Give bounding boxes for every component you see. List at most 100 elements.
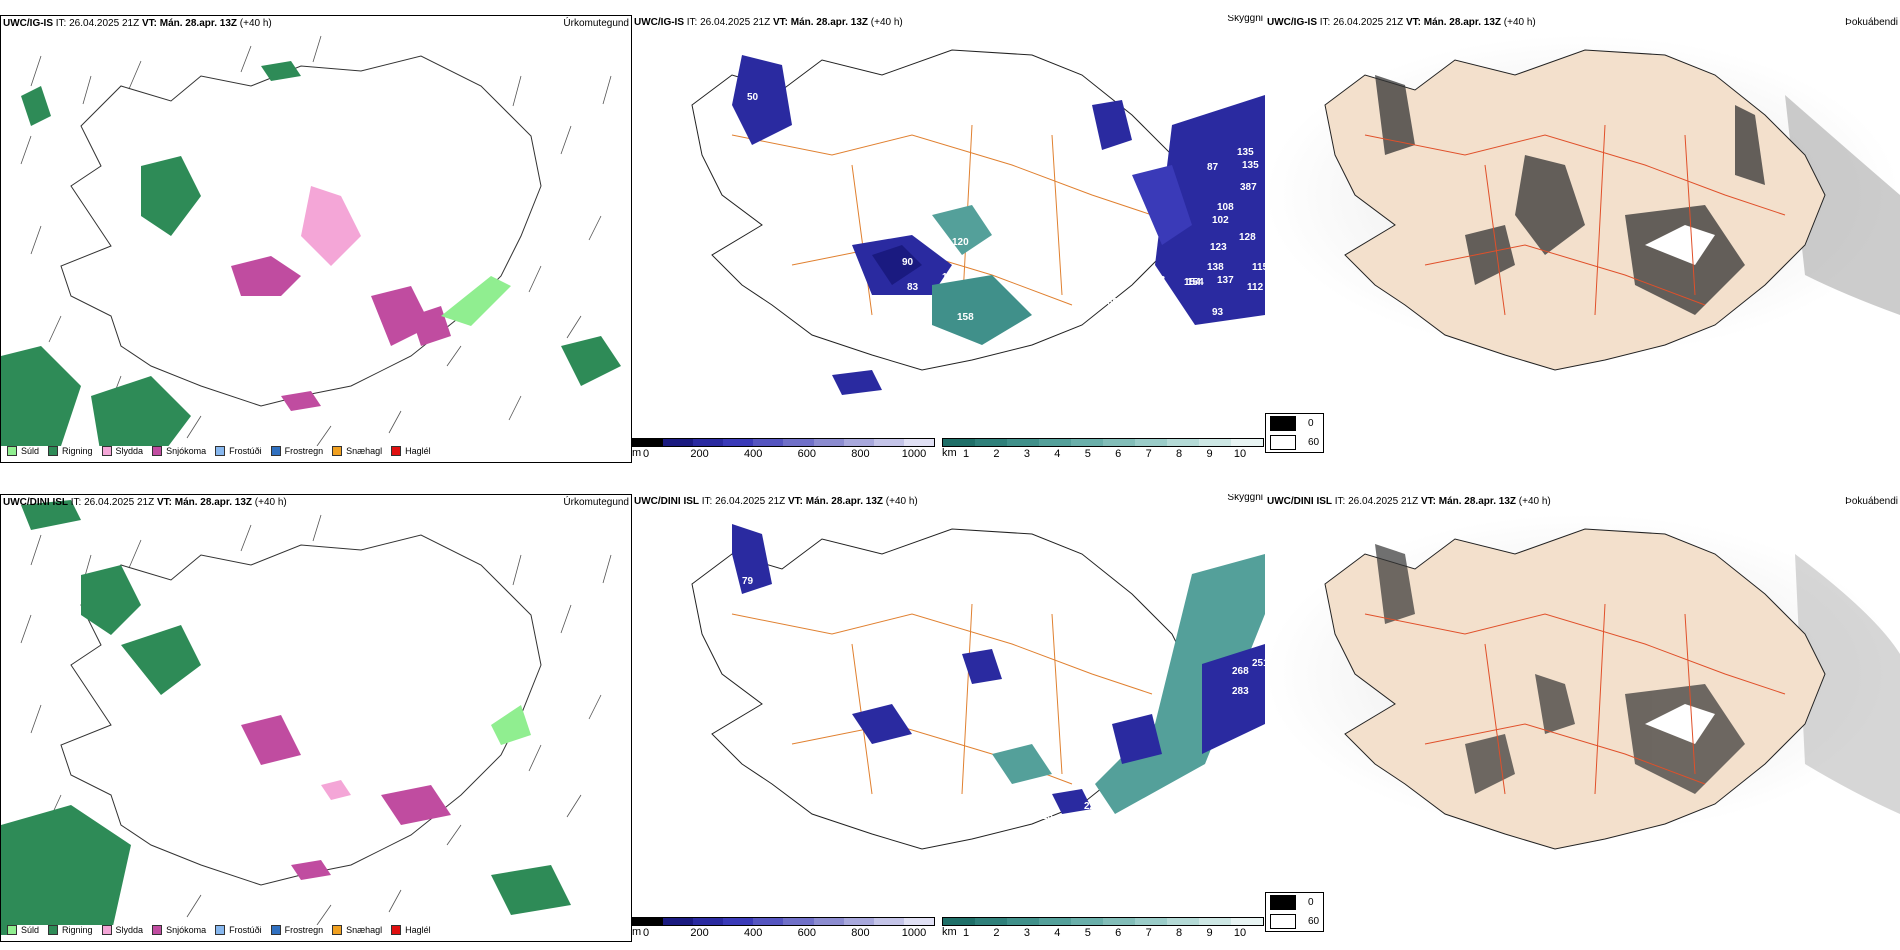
legend-swatch — [48, 925, 59, 935]
colorbar-tick-label: 6 — [1115, 448, 1122, 460]
model-name: UWC/DINI ISL — [1267, 496, 1332, 507]
cloud-base-label: 50 — [747, 92, 759, 103]
colorbar-tick-label: 400 — [744, 448, 763, 460]
colorbar-tick-label: 7 — [1145, 927, 1152, 939]
cloud-base-label: 83 — [907, 282, 919, 293]
it-label: IT: — [1319, 17, 1331, 28]
legend-label: Súld — [21, 446, 40, 456]
legend-swatch — [270, 446, 281, 456]
cloud-base-label: 66 — [1142, 289, 1154, 300]
colorbar-step — [843, 918, 874, 925]
colorbar-ticks: 1 2 3 4 5 6 7 8 9 10 — [942, 926, 1264, 940]
colorbar-step — [1167, 439, 1199, 446]
panel-title: Skyggni — [1227, 494, 1263, 503]
precip-legend: Súld Rigning Slydda Snjókoma Frostúði Fr… — [7, 925, 431, 935]
colorbar-tick-label: 1 — [962, 448, 970, 460]
legend-item: Snjókoma — [152, 925, 206, 935]
colorbar-ticks: 1 2 3 4 5 6 7 8 9 10 — [942, 447, 1264, 461]
legend-item: Frostúði — [215, 925, 262, 935]
colorbar-step — [633, 918, 664, 925]
cloud-base-label: 77 — [945, 896, 957, 907]
legend-item: Frostúði — [215, 446, 262, 456]
colorbar-step — [633, 439, 664, 446]
fog-legend-item: 60 — [1266, 912, 1323, 931]
roads — [1364, 124, 1786, 316]
cloud-base-label: 144 — [977, 701, 994, 712]
colorbar-step — [943, 439, 975, 446]
cloud-base-label: 154 — [1187, 277, 1204, 288]
cloud-base-label: 48 — [1154, 275, 1166, 286]
cloud-base-label: 283 — [1232, 686, 1249, 697]
panel-header: UWC/IG-IS IT: 26.04.2025 21Z VT: Mán. 28… — [3, 18, 272, 29]
legend-item: Slydda — [101, 925, 143, 935]
colorbar-tick-label: 7 — [1145, 448, 1152, 460]
cloud-base-label: 123 — [1210, 242, 1227, 253]
colorbar-step — [1103, 439, 1135, 446]
colorbar-unit: m — [632, 447, 642, 459]
cloud-base-label: 22 — [1084, 801, 1096, 812]
colorbar-tick-label: 2 — [993, 927, 1000, 939]
precip-map-top — [1, 35, 621, 456]
cloud-base-label: 18 — [900, 786, 912, 797]
colorbar-tick-label: 2 — [993, 448, 1000, 460]
cloud-panel-bottom: 77 79 144 82 86 96 18 49 23 22 101 99 166 238 395 285 26… — [632, 494, 1265, 914]
model-name: UWC/DINI ISL — [3, 497, 68, 508]
colorbar-tick-label: 10 — [1233, 927, 1247, 939]
lead-time: (+40 h) — [1518, 496, 1551, 507]
cloud-base-label: 395 — [1182, 786, 1199, 797]
colorbar-tick-label: 4 — [1054, 448, 1061, 460]
cloud-base-label: 123 — [732, 142, 749, 153]
colorbar-tick-label: 200 — [690, 927, 709, 939]
it-label: IT: — [55, 18, 67, 29]
legend-swatch — [101, 446, 112, 456]
legend-label: Snæhagl — [346, 925, 383, 935]
cloud-base-label: 96 — [932, 776, 944, 787]
cloud-base-label: 93 — [1212, 307, 1224, 318]
colorbar-bar — [632, 917, 935, 926]
colorbar-step — [1103, 918, 1135, 925]
colorbar-step — [1039, 918, 1071, 925]
legend-label: Slydda — [115, 446, 144, 456]
colorbar-step — [873, 439, 904, 446]
colorbar-step — [723, 918, 754, 925]
colorbar-step — [693, 439, 724, 446]
panel-header: UWC/DINI ISL IT: 26.04.2025 21Z VT: Mán.… — [1267, 496, 1551, 507]
legend-swatch — [391, 925, 402, 935]
vt-label: VT: — [156, 497, 172, 508]
cloud-base-label: 108 — [1217, 202, 1234, 213]
legend-swatch — [7, 446, 17, 456]
roads — [731, 603, 1153, 795]
colorbar-tick-label: 9 — [1206, 927, 1213, 939]
legend-swatch — [332, 446, 343, 456]
colorbar-tick-label: 9 — [1206, 448, 1213, 460]
cloud-base-label: 135 — [1237, 147, 1254, 158]
cloud-base-label: 262 — [1222, 751, 1239, 762]
colorbar-step — [1135, 439, 1167, 446]
colorbar-ticks: 0 200 400 600 800 1000 — [632, 926, 935, 940]
colorbar-step — [1007, 439, 1039, 446]
cloud-labels: 83 50 123 110 90 63 83 130 120 62 158 305 161 154 135 8… — [732, 42, 1265, 358]
colorbar-tick-label: 600 — [797, 927, 816, 939]
cloud-base-label: 166 — [1152, 871, 1169, 882]
cloud-base-label: 60 — [1107, 297, 1119, 308]
vt-label: VT: — [787, 496, 803, 507]
legend-label: Rigning — [62, 446, 93, 456]
colorbar-unit: m — [632, 926, 642, 938]
precip-panel-bottom: UWC/DINI ISL IT: 26.04.2025 21Z VT: Mán.… — [0, 494, 632, 942]
colorbar-step — [813, 918, 844, 925]
panel-title: Úrkomutegund — [563, 497, 629, 508]
model-name: UWC/IG-IS — [3, 18, 53, 29]
cloud-base-label: 77 — [732, 516, 744, 527]
cloud-base-label: 87 — [1207, 162, 1219, 173]
fog-legend-swatch — [1270, 416, 1296, 431]
cloud-base-label: 138 — [1207, 262, 1224, 273]
cloud-base-label: 238 — [1177, 846, 1194, 857]
legend-item: Slydda — [101, 446, 144, 456]
it-value: 26.04.2025 21Z — [715, 496, 786, 507]
cloud-base-label: 99 — [1102, 841, 1114, 852]
cloud-base-label: 251 — [1252, 658, 1265, 669]
panel-title: Þokuábendi — [1845, 496, 1898, 507]
vt-value: Mán. 28.apr. 13Z — [1423, 17, 1502, 28]
colorbar-tick-label: 3 — [1023, 448, 1030, 460]
cloud-base-label: 82 — [877, 746, 889, 757]
